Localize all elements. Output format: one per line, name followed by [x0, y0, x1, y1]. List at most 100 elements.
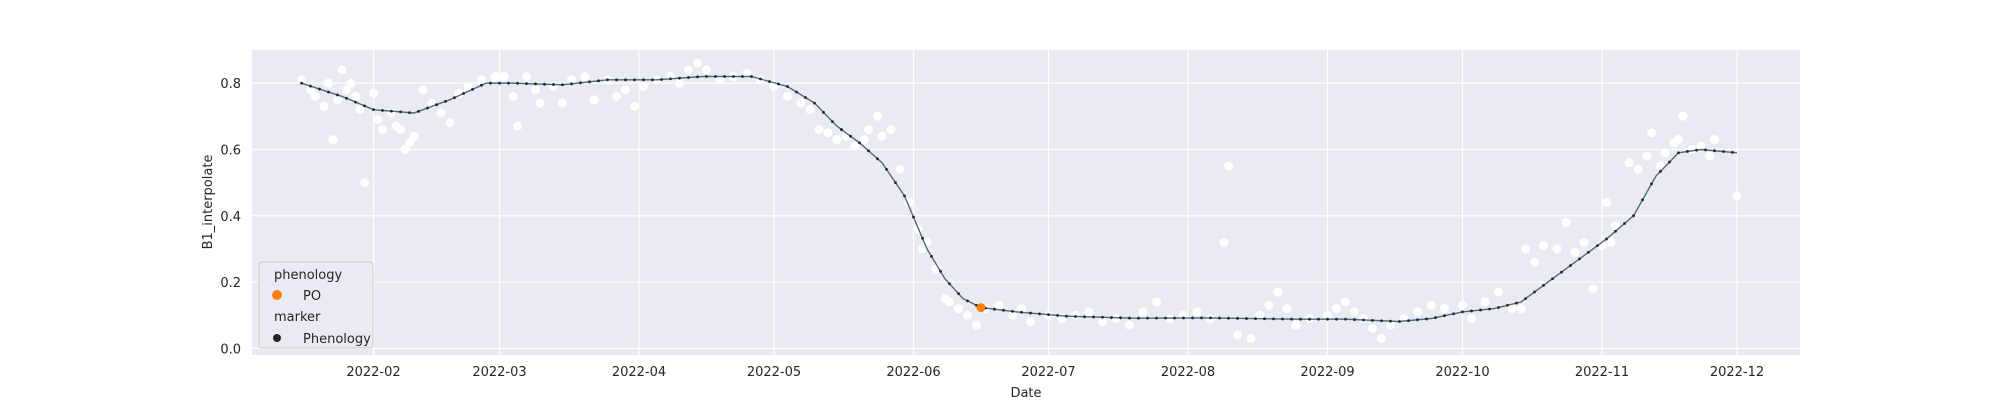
raw-point: [877, 131, 887, 141]
phenology-point: [1686, 150, 1689, 153]
phenology-point: [1389, 319, 1392, 323]
raw-point: [1656, 161, 1665, 171]
phenology-point: [1200, 316, 1203, 320]
plot-background: [252, 50, 1800, 355]
raw-point: [337, 65, 347, 75]
raw-point: [742, 68, 752, 78]
phenology-point: [669, 77, 672, 81]
raw-point: [1291, 320, 1301, 330]
phenology-point: [993, 307, 996, 311]
phenology-point: [417, 109, 420, 113]
phenology-point: [840, 128, 843, 131]
raw-point: [1282, 304, 1292, 314]
phenology-point: [426, 106, 429, 110]
raw-point: [1323, 310, 1332, 320]
phenology-point: [435, 103, 438, 107]
phenology-point: [1533, 290, 1536, 294]
raw-point: [1440, 304, 1449, 314]
raw-point: [859, 135, 869, 145]
raw-point: [405, 138, 414, 148]
raw-point: [639, 81, 648, 91]
phenology-point: [651, 78, 654, 82]
raw-point: [1678, 111, 1688, 121]
phenology-point: [696, 75, 699, 79]
raw-point: [1458, 300, 1467, 310]
raw-point: [513, 121, 522, 131]
phenology-point: [660, 78, 663, 81]
y-tick-label: 0.0: [220, 342, 241, 357]
phenology-point: [1326, 317, 1329, 321]
phenology-point: [1173, 316, 1176, 320]
phenology-point: [1596, 244, 1599, 247]
raw-point: [531, 85, 540, 95]
phenology-point: [705, 75, 708, 78]
phenology-point: [1524, 297, 1527, 301]
raw-point: [1660, 148, 1670, 158]
raw-point: [1273, 287, 1283, 297]
phenology-point: [399, 110, 402, 114]
phenology-point: [1398, 320, 1401, 323]
phenology-point: [831, 120, 834, 124]
legend-label-phenology: Phenology: [303, 332, 371, 347]
y-tick-label: 0.2: [220, 276, 241, 291]
phenology-point: [714, 75, 717, 78]
raw-point: [490, 72, 500, 82]
phenology-point: [444, 99, 447, 103]
phenology-point: [336, 93, 339, 97]
phenology-point: [804, 96, 807, 99]
raw-point: [1111, 314, 1121, 324]
raw-point: [558, 98, 567, 108]
phenology-point: [921, 236, 924, 240]
raw-point: [873, 111, 882, 121]
y-tick-labels: 0.0 0.2 0.4 0.6 0.8: [220, 77, 241, 357]
raw-point: [360, 178, 369, 188]
phenology-point: [552, 83, 555, 86]
phenology-point: [1353, 318, 1356, 321]
raw-point: [1647, 128, 1656, 138]
raw-point: [1386, 320, 1395, 330]
raw-point: [454, 88, 464, 98]
raw-point: [1521, 244, 1530, 254]
raw-point: [895, 164, 905, 174]
phenology-point: [1452, 312, 1455, 316]
phenology-point: [462, 92, 465, 95]
raw-point: [886, 125, 896, 135]
phenology-point: [1164, 316, 1167, 320]
phenology-point: [1020, 310, 1023, 314]
raw-point: [1246, 333, 1256, 343]
phenology-point: [1488, 307, 1491, 311]
phenology-point: [390, 109, 393, 113]
phenology-point: [1335, 317, 1338, 321]
phenology-point: [597, 79, 600, 83]
raw-points-layer: [297, 58, 1742, 343]
raw-point: [1710, 135, 1719, 145]
po-point: [976, 303, 986, 313]
raw-point: [1264, 300, 1274, 310]
phenology-point: [1272, 317, 1275, 321]
raw-point: [832, 135, 842, 145]
raw-point: [373, 115, 383, 125]
raw-point: [783, 91, 792, 101]
raw-point: [715, 75, 725, 85]
phenology-point: [1542, 283, 1545, 287]
phenology-point: [507, 81, 510, 85]
phenology-point: [1218, 316, 1221, 320]
raw-point: [1561, 217, 1571, 227]
phenology-point: [1254, 317, 1257, 320]
phenology-point: [381, 109, 384, 112]
phenology-point: [1137, 316, 1140, 320]
phenology-point: [732, 75, 735, 78]
phenology-point: [1209, 316, 1212, 320]
raw-point: [972, 320, 981, 330]
raw-point: [805, 105, 815, 115]
raw-point: [297, 75, 306, 85]
raw-point: [684, 65, 693, 75]
phenology-point: [1029, 311, 1032, 315]
phenology-point: [750, 75, 753, 78]
raw-point: [1633, 164, 1643, 174]
interpolated-curve: [301, 75, 1738, 323]
phenology-point: [1677, 151, 1680, 155]
phenology-point: [525, 82, 528, 86]
phenology-point: [786, 85, 789, 88]
phenology-point: [813, 101, 816, 105]
